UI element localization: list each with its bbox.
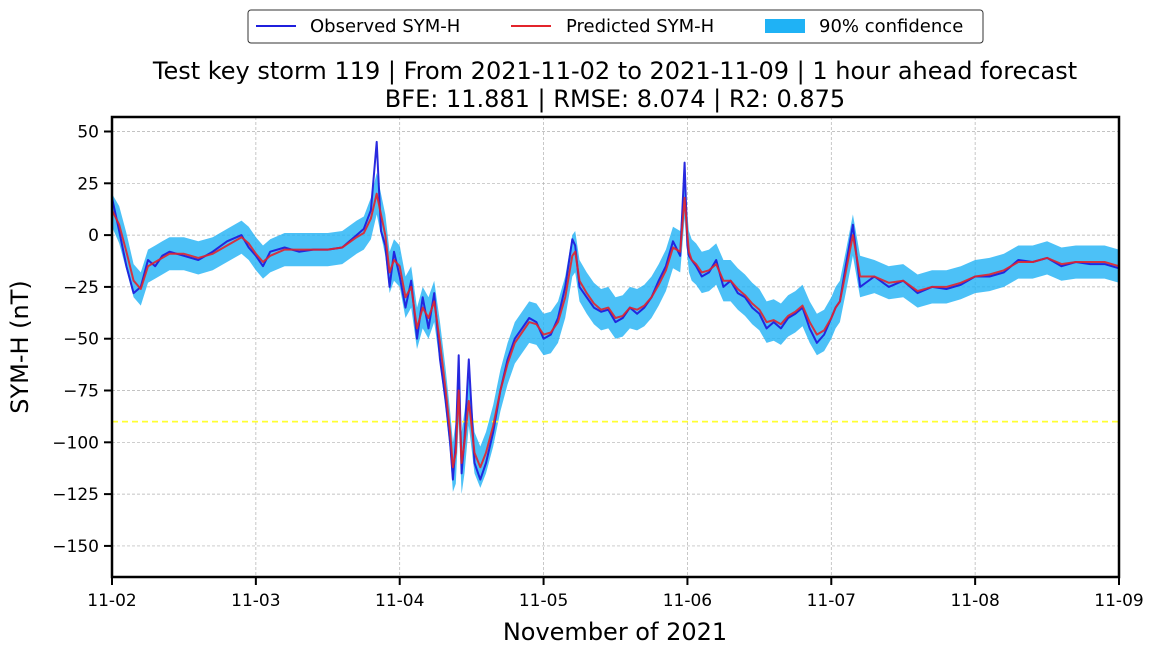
x-tick-label: 11-09 bbox=[1094, 591, 1143, 611]
x-axis-title: November of 2021 bbox=[503, 618, 727, 646]
legend-frame bbox=[247, 9, 984, 44]
y-tick-label: −50 bbox=[63, 330, 99, 350]
y-tick-label: 0 bbox=[88, 226, 99, 246]
legend-label-predicted: Predicted SYM-H bbox=[566, 16, 714, 37]
confidence-band bbox=[112, 172, 1119, 495]
y-tick-label: −150 bbox=[52, 537, 99, 557]
x-tick-label: 11-06 bbox=[663, 591, 712, 611]
y-tick-label: 25 bbox=[77, 174, 99, 194]
x-tick-label: 11-02 bbox=[87, 591, 136, 611]
plot-frame bbox=[110, 115, 1121, 579]
legend-swatch-confidence bbox=[765, 19, 805, 33]
x-tick-label: 11-08 bbox=[950, 591, 999, 611]
y-tick-label: −75 bbox=[63, 382, 99, 402]
chart-title: Test key storm 119 | From 2021-11-02 to … bbox=[152, 57, 1077, 85]
x-tick-label: 11-07 bbox=[807, 591, 856, 611]
series-lines bbox=[111, 140, 1120, 481]
grid bbox=[111, 117, 1120, 577]
y-tick-label: 50 bbox=[77, 123, 99, 143]
legend-label-confidence: 90% confidence bbox=[819, 16, 963, 37]
x-tick-label: 11-03 bbox=[231, 591, 280, 611]
x-tick-label: 11-04 bbox=[375, 591, 424, 611]
series-line-predicted bbox=[111, 192, 1120, 469]
confidence-band-area bbox=[112, 172, 1119, 495]
x-tick-label: 11-05 bbox=[519, 591, 568, 611]
y-tick-label: −100 bbox=[52, 433, 99, 453]
chart-subtitle: BFE: 11.881 | RMSE: 8.074 | R2: 0.875 bbox=[385, 85, 845, 113]
y-axis-title: SYM-H (nT) bbox=[6, 280, 34, 414]
y-tick-label: −125 bbox=[52, 485, 99, 505]
legend-label-observed: Observed SYM-H bbox=[310, 16, 460, 37]
y-tick-label: −25 bbox=[63, 278, 99, 298]
axis-ticks: 11-02 11-03 11-04 11-05 11-06 11-07 11-08 11-09… bbox=[52, 123, 1143, 611]
legend: Observed SYM-H Predicted SYM-H 90% confi… bbox=[247, 9, 984, 44]
